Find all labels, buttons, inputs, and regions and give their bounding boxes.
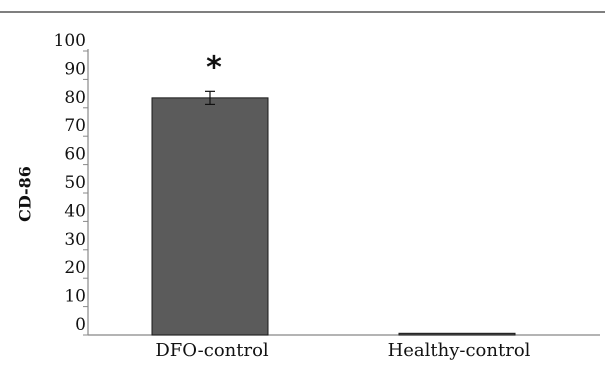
bar (398, 332, 516, 336)
category-labels: DFO-control Healthy-control (155, 340, 530, 361)
y-tick-label: 100 (54, 31, 86, 51)
y-tick-label: 20 (64, 258, 86, 278)
y-tick-label: 10 (64, 287, 86, 307)
y-axis-label: CD-86 (16, 166, 35, 222)
bar (151, 97, 269, 336)
bars: * (151, 50, 516, 336)
y-tick-label: 50 (64, 173, 86, 193)
y-tick-label: 90 (64, 59, 86, 79)
y-tick-label: 30 (64, 230, 86, 250)
y-tick-label: 40 (64, 201, 86, 221)
x-category-label: DFO-control (155, 340, 269, 361)
y-tick-label: 60 (64, 145, 86, 165)
significance-marker: * (206, 50, 222, 85)
y-tick-label: 70 (64, 116, 86, 136)
y-tick-label: 80 (64, 88, 86, 108)
y-axis-ticks: 0 10 20 30 40 50 60 70 80 90 100 (54, 31, 88, 336)
x-category-label: Healthy-control (388, 340, 531, 361)
y-tick-label: 0 (75, 315, 86, 335)
